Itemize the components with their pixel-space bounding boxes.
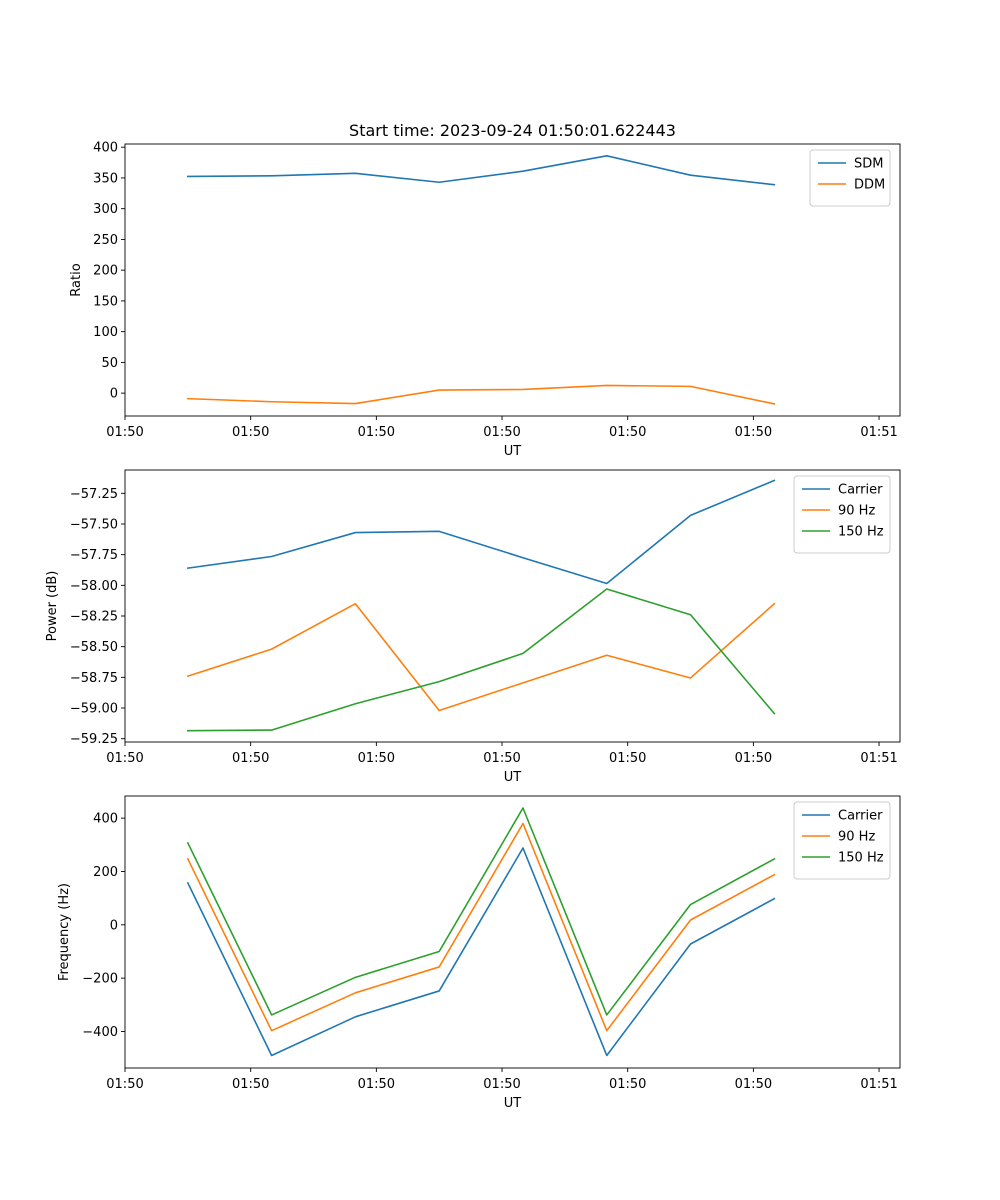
y-axis-label: Power (dB) — [45, 571, 60, 642]
x-tick-label: 01:50 — [358, 751, 395, 766]
x-tick-label: 01:50 — [232, 425, 269, 440]
legend: Carrier 90 Hz 150 Hz — [793, 475, 891, 554]
legend-entry: 150 Hz — [838, 525, 884, 540]
y-axis-label: Frequency (Hz) — [57, 883, 72, 981]
axes-frame — [124, 143, 901, 417]
legend: SDM DDM — [809, 149, 891, 207]
x-tick-label: 01:50 — [106, 1077, 143, 1092]
x-tick-label: 01:50 — [106, 425, 143, 440]
y-tick-label: 0 — [110, 918, 118, 933]
y-tick-label: 150 — [93, 294, 118, 309]
series-line-carrier — [186, 847, 776, 1057]
y-tick-label: 400 — [93, 812, 118, 827]
chart-title: Start time: 2023-09-24 01:50:01.622443 — [349, 121, 676, 140]
legend-entry: SDM — [854, 157, 883, 172]
y-tick-label: 50 — [101, 356, 118, 371]
subplot-2: 01:50 01:50 01:50 01:50 01:50 01:50 01:51 −59.2… — [45, 469, 901, 785]
series-line-carrier — [186, 479, 776, 585]
y-tick-label: −59.00 — [70, 702, 118, 717]
x-axis-label: UT — [504, 444, 522, 459]
y-tick-label: 200 — [93, 865, 118, 880]
legend: Carrier 90 Hz 150 Hz — [793, 801, 891, 880]
legend-entry: Carrier — [838, 483, 883, 498]
y-tick-label: −58.25 — [70, 609, 118, 624]
series-line-90-hz — [186, 602, 776, 712]
series-line-150-hz — [186, 807, 776, 1016]
x-tick-label: 01:50 — [609, 751, 646, 766]
x-tick-label: 01:50 — [106, 751, 143, 766]
axes-frame — [124, 469, 901, 743]
y-tick-label: −58.75 — [70, 671, 118, 686]
y-tick-label: 250 — [93, 233, 118, 248]
legend-box — [793, 801, 891, 880]
x-tick-label: 01:50 — [735, 751, 772, 766]
x-tick-label: 01:50 — [483, 1077, 520, 1092]
series-line-ddm — [187, 384, 776, 405]
x-tick-label: 01:50 — [609, 425, 646, 440]
y-tick-label: −57.75 — [70, 548, 118, 563]
x-tick-label: 01:50 — [232, 1077, 269, 1092]
series-line-90-hz — [186, 822, 776, 1032]
x-axis-label: UT — [504, 770, 522, 785]
legend-box — [809, 149, 891, 207]
y-tick-label: 0 — [110, 387, 118, 402]
y-tick-label: −57.50 — [70, 517, 118, 532]
legend-box — [793, 475, 891, 554]
x-tick-label: 01:50 — [358, 1077, 395, 1092]
x-tick-label: 01:50 — [609, 1077, 646, 1092]
y-tick-label: 400 — [93, 141, 118, 156]
legend-entry: 90 Hz — [838, 830, 875, 845]
y-tick-label: 350 — [93, 171, 118, 186]
y-tick-label: 100 — [93, 325, 118, 340]
y-tick-label: −200 — [82, 972, 118, 987]
y-tick-label: 300 — [93, 202, 118, 217]
y-tick-label: −58.50 — [70, 640, 118, 655]
x-tick-label: 01:50 — [735, 425, 772, 440]
x-tick-label: 01:50 — [735, 1077, 772, 1092]
x-tick-label: 01:51 — [860, 425, 897, 440]
x-tick-label: 01:51 — [860, 1077, 897, 1092]
x-tick-label: 01:50 — [232, 751, 269, 766]
legend-entry: DDM — [854, 178, 885, 193]
legend-entry: 150 Hz — [838, 851, 884, 866]
subplot-1: Start time: 2023-09-24 01:50:01.62244301… — [69, 121, 901, 459]
y-tick-label: −58.00 — [70, 579, 118, 594]
y-axis-label: Ratio — [69, 263, 84, 296]
x-tick-label: 01:50 — [483, 751, 520, 766]
y-tick-label: 200 — [93, 264, 118, 279]
x-axis-label: UT — [504, 1096, 522, 1111]
legend-entry: 90 Hz — [838, 504, 875, 519]
axes-frame — [124, 795, 901, 1069]
series-line-150-hz — [187, 588, 776, 732]
x-tick-label: 01:50 — [358, 425, 395, 440]
x-tick-label: 01:51 — [860, 751, 897, 766]
y-tick-label: −59.25 — [70, 732, 118, 747]
y-tick-label: −57.25 — [70, 487, 118, 502]
legend-entry: Carrier — [838, 809, 883, 824]
subplot-3: 01:50 01:50 01:50 01:50 01:50 01:50 01:51 −400 −… — [57, 795, 901, 1111]
series-line-sdm — [187, 155, 776, 186]
y-tick-label: −400 — [82, 1025, 118, 1040]
x-tick-label: 01:50 — [483, 425, 520, 440]
